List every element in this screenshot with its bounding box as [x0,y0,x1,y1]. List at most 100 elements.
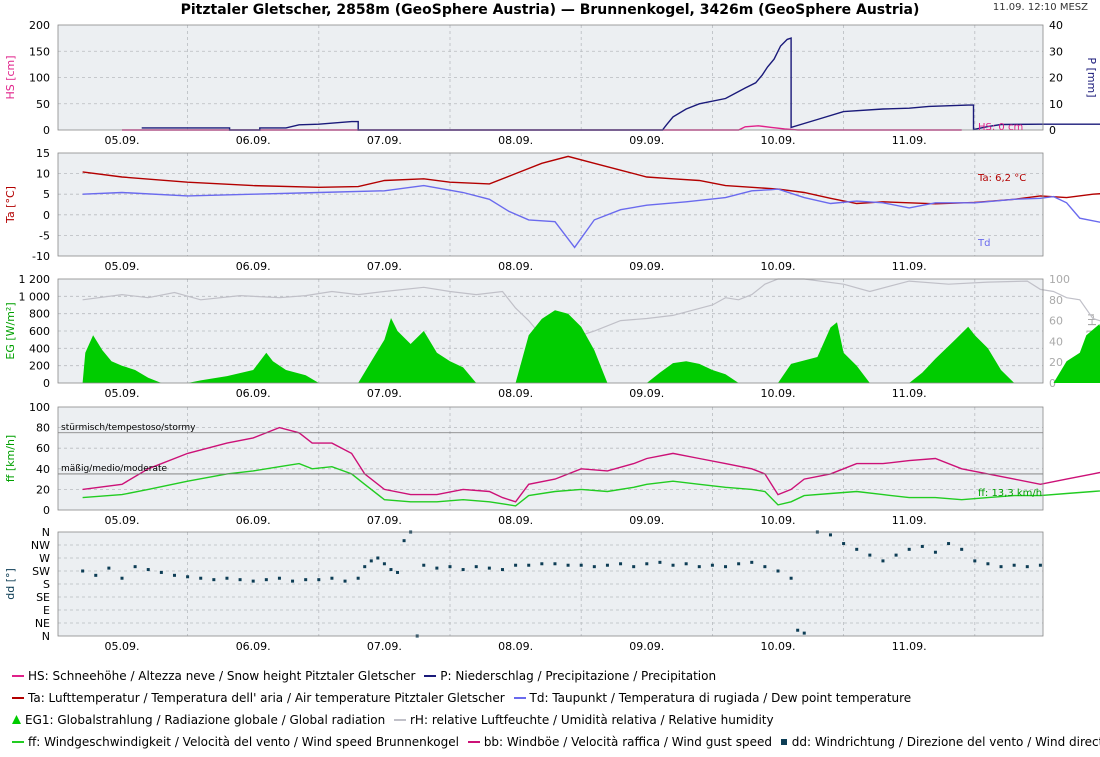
legend-item-eg: EG1: Globalstrahlung / Radiazione global… [12,709,385,731]
data-point [330,576,334,580]
y-tick-label-right: 10 [1049,98,1063,111]
x-tick-label: 09.09. [629,514,664,527]
data-point [225,576,229,580]
plot-frame [57,152,1044,257]
y-tick-label-right: 0 [1049,377,1056,390]
data-point [369,559,373,563]
series-line-rh [82,278,1100,338]
y-tick-label: 60 [36,442,50,455]
data-point [750,560,754,564]
x-tick-label: 09.09. [629,640,664,650]
y-tick-label: 50 [36,98,50,111]
y-tick-label: -10 [32,250,50,263]
legend-item-ta: Ta: Lufttemperatur / Temperatura dell' a… [12,687,505,709]
legend-item-precip: P: Niederschlag / Precipitazione / Preci… [424,665,716,687]
data-point [710,563,714,567]
data-point [828,533,832,537]
y-tick-label: 100 [29,72,50,85]
x-tick-label: 07.09. [367,640,402,650]
legend-label: bb: Windböe / Velocità raffica / Wind gu… [483,735,772,749]
legend-row: EG1: Globalstrahlung / Radiazione global… [12,709,1100,731]
data-point [199,576,203,580]
data-point [251,579,255,583]
y-tick-label-right: 40 [1049,335,1063,348]
plot-area [58,153,1043,256]
series-area-eg [82,310,1100,383]
data-point [356,576,360,580]
y-tick-label: N [42,526,50,539]
data-point [737,562,741,566]
reference-line-label: stürmisch/tempestoso/stormy [61,423,196,433]
data-point [382,562,386,566]
data-point [527,563,531,567]
data-point [396,570,400,574]
y-tick-label: SW [32,565,50,578]
x-tick-label: 11.09. [892,640,927,650]
y-tick-label-right: 0 [1049,124,1056,137]
y-tick-label: 800 [29,308,50,321]
data-point [920,544,924,548]
data-point [842,542,846,546]
y-tick-label: -5 [39,229,50,242]
x-tick-label: 11.09. [892,514,927,527]
y-tick-label: 40 [36,463,50,476]
y-tick-label-right: 20 [1049,72,1063,85]
y-tick-label: NW [31,539,50,552]
x-tick-label: 11.09. [892,387,927,400]
legend-row: ff: Windgeschwindigkeit / Velocità del v… [12,731,1100,753]
data-point [146,568,150,572]
data-point [907,547,911,551]
data-point [186,575,190,579]
series-line-ta [82,155,1100,205]
data-point [264,578,268,582]
data-point [461,568,465,572]
legend-swatch [467,740,480,743]
data-point [94,573,98,577]
legend-label: HS: Schneehöhe / Altezza neve / Snow hei… [28,669,416,683]
legend-swatch [424,674,437,677]
x-tick-label: 05.09. [105,640,140,650]
x-tick-label: 10.09. [761,514,796,527]
data-point [566,563,570,567]
legend-swatch [394,718,406,721]
plot-frame [57,531,1044,637]
plot-frame [57,278,1044,384]
data-point [448,565,452,569]
data-point [592,565,596,569]
y-tick-label-right: 80 [1049,294,1063,307]
y-axis-title: HS [cm] [4,55,17,99]
data-point [999,565,1003,569]
annotation-hs: HS: 0 cm [978,122,1023,133]
legend-label: EG1: Globalstrahlung / Radiazione global… [25,713,386,727]
y-tick-label-right: 100 [1049,273,1070,286]
annotation-td: Td [977,238,990,249]
y-axis-title-right: P [mm] [1085,57,1098,97]
legend-label: dd: Windrichtung / Direzione del vento /… [791,735,1100,749]
y-tick-label: 0 [43,377,50,390]
data-point [881,559,885,563]
data-point [277,576,281,580]
y-axis-title: Ta [°C] [4,186,17,224]
data-point [343,579,347,583]
legend-row: Ta: Lufttemperatur / Temperatura dell' a… [12,687,1100,709]
y-tick-label: 200 [29,360,50,373]
y-tick-label: 150 [29,45,50,58]
data-point [402,539,406,543]
data-point [671,563,675,567]
series-line-ff [82,462,1100,507]
data-point [487,566,491,570]
data-point [435,566,439,570]
y-tick-label: 0 [43,124,50,137]
legend-swatch [780,738,787,745]
data-point [172,573,176,577]
x-tick-label: 05.09. [105,134,140,147]
data-point [605,563,609,567]
y-axis-title: EG [W/m²] [4,302,17,359]
data-point [1025,565,1029,569]
data-point [789,576,793,580]
y-tick-label-right: 20 [1049,356,1063,369]
y-axis-title: ff [km/h] [4,435,17,482]
x-tick-label: 06.09. [236,134,271,147]
data-point [212,578,216,582]
